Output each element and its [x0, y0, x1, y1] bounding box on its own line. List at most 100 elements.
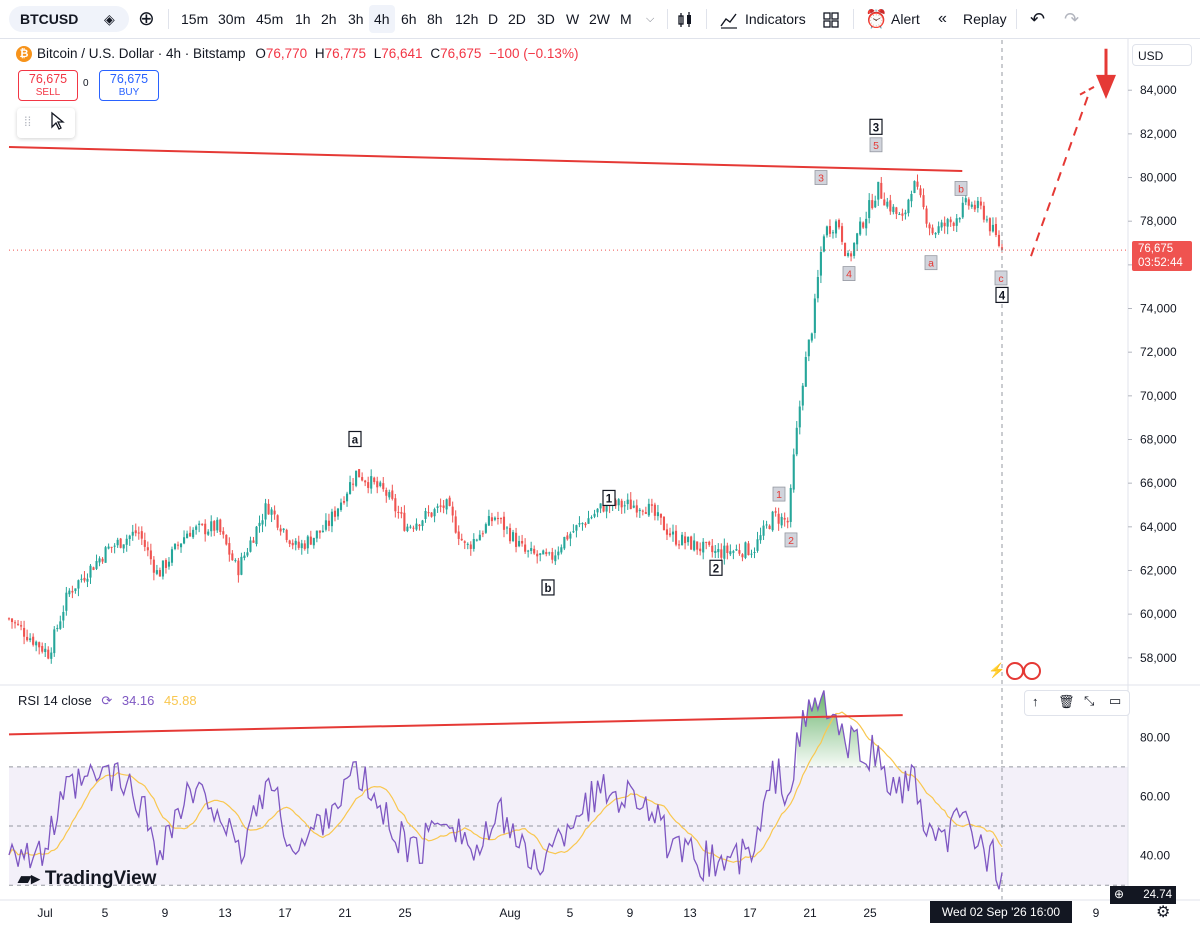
trash-icon[interactable]: 🗑: [1058, 694, 1075, 709]
add-compare-icon[interactable]: ⊕: [138, 8, 155, 30]
move-up-icon[interactable]: ↑: [1032, 694, 1039, 709]
candle-body: [871, 200, 874, 209]
low-label: L: [373, 46, 382, 61]
collapse-icon[interactable]: ⤡: [1084, 693, 1095, 708]
candle-body: [252, 540, 255, 543]
tf-6h[interactable]: 6h: [401, 11, 417, 27]
chevron-down-icon[interactable]: ⌵: [646, 13, 655, 25]
replay-icon[interactable]: «: [938, 10, 947, 27]
candle-body: [828, 226, 832, 234]
candle-body: [152, 559, 155, 573]
tf-m[interactable]: M: [620, 11, 632, 27]
flag-event-icon[interactable]: [1023, 662, 1041, 680]
tf-8h[interactable]: 8h: [427, 11, 443, 27]
candle-body: [747, 543, 750, 556]
candle-body: [137, 532, 140, 534]
wave-label: c: [994, 270, 1008, 286]
alert-button[interactable]: Alert: [891, 11, 920, 27]
candle-body: [400, 512, 403, 514]
events-icon[interactable]: ⚡: [988, 662, 1006, 678]
tf-3d[interactable]: 3D: [537, 11, 555, 27]
candle-body: [394, 498, 397, 512]
candle-body: [807, 339, 810, 357]
candle-body: [662, 516, 666, 531]
wave-label-text: 2: [788, 535, 794, 547]
wave-label-box: [995, 286, 1009, 304]
wave-label: 1: [602, 489, 616, 507]
wave-label-box: [602, 489, 616, 507]
drag-handle-icon[interactable]: ⁞⁞: [24, 114, 32, 129]
candle-body: [430, 512, 433, 517]
candle-body: [173, 543, 177, 550]
tf-45m[interactable]: 45m: [256, 11, 284, 27]
alarm-clock-icon[interactable]: ⏰: [865, 9, 888, 29]
layouts-icon[interactable]: [822, 0, 840, 38]
candle-body: [59, 621, 62, 629]
symbol-name[interactable]: BTCUSD: [20, 11, 79, 27]
candle-body: [116, 539, 119, 546]
candle-body: [201, 523, 204, 525]
rsi-settings-icon[interactable]: ⟳: [101, 693, 113, 708]
candle-body: [708, 541, 711, 545]
sell-button[interactable]: 76,675 SELL: [18, 70, 78, 101]
gear-icon[interactable]: ⚙: [1156, 904, 1171, 921]
rsi-current-label: 24.74: [1110, 886, 1176, 904]
tf-30m[interactable]: 30m: [218, 11, 246, 27]
cursor-arrow-icon[interactable]: [49, 111, 65, 136]
candle-body: [327, 520, 330, 526]
tf-2d[interactable]: 2D: [508, 11, 526, 27]
wave-label-text: a: [352, 434, 359, 446]
candle-body: [303, 543, 306, 549]
currency-select[interactable]: USD: [1132, 44, 1192, 66]
diamond-icon[interactable]: ◈: [104, 11, 115, 27]
symbol-search[interactable]: [9, 6, 129, 32]
candle-body: [183, 537, 186, 544]
candle-body: [862, 222, 865, 228]
tf-d[interactable]: D: [488, 11, 499, 27]
indicators-button[interactable]: Indicators: [745, 11, 806, 27]
indicators-icon[interactable]: [720, 0, 738, 38]
candle-body: [213, 521, 216, 531]
candle-body: [261, 520, 264, 525]
tf-2h[interactable]: 2h: [321, 11, 337, 27]
candle-body: [744, 542, 747, 558]
candle-body: [599, 503, 602, 509]
tf-4h[interactable]: 4h: [374, 11, 390, 27]
high-label: H: [314, 46, 325, 61]
redo-icon[interactable]: ↷: [1064, 9, 1080, 29]
undo-icon[interactable]: ↶: [1030, 9, 1046, 29]
candle-body: [979, 201, 982, 206]
tf-3h[interactable]: 3h: [348, 11, 364, 27]
candle-body: [297, 541, 300, 548]
wave-label: 4: [842, 266, 856, 281]
candle-body: [644, 512, 647, 514]
candle-body: [246, 552, 249, 556]
candle-body: [41, 646, 44, 652]
maximize-icon[interactable]: ▭: [1109, 693, 1122, 708]
candle-body: [551, 552, 554, 560]
candle-body: [738, 550, 741, 554]
candle-body: [545, 552, 548, 555]
candle-body: [74, 588, 77, 591]
price-tick-label: 68,000: [1140, 432, 1177, 446]
candle-body: [659, 513, 662, 518]
replay-button[interactable]: Replay: [963, 11, 1007, 27]
candle-body: [264, 503, 267, 520]
candle-body: [970, 204, 973, 207]
tf-15m[interactable]: 15m: [181, 11, 209, 27]
high-value: 76,775: [324, 46, 366, 61]
candle-body: [726, 545, 729, 554]
candle-type-icon[interactable]: [676, 0, 694, 38]
candle-body: [418, 524, 421, 527]
candle-body: [916, 181, 919, 187]
tf-1h[interactable]: 1h: [295, 11, 311, 27]
tf-12h[interactable]: 12h: [455, 11, 479, 27]
buy-button[interactable]: 76,675 BUY: [99, 70, 159, 101]
plus-circle-icon[interactable]: ⊕: [1114, 887, 1125, 901]
tf-w[interactable]: W: [566, 11, 580, 27]
tf-2w[interactable]: 2W: [589, 11, 610, 27]
flag-event-icon[interactable]: [1006, 662, 1024, 680]
candle-body: [994, 223, 998, 236]
overlays: [8, 40, 1128, 900]
